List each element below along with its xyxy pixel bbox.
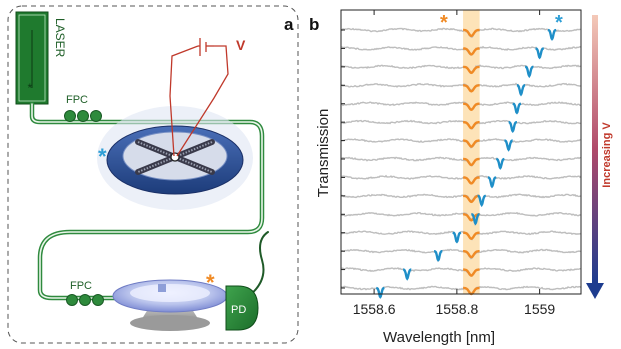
plot-frame [340,9,582,295]
transmission-trace [340,138,581,150]
fpc-bottom-paddles [66,294,104,306]
transmission-trace [340,82,582,95]
transmission-trace [340,267,582,281]
fpc-top-label: FPC [66,94,88,106]
x-tick-label: 1558.8 [435,301,478,317]
tracked-resonance-dip [403,268,412,281]
pd-label: PD [231,304,246,316]
blue-marker-a: * [98,144,107,169]
fixed-resonance-dip [463,28,480,38]
laser-source: * [15,11,49,105]
setup-enclosure [7,5,299,344]
tracked-resonance-dip [487,176,497,189]
fixed-resonance-dip [463,268,480,277]
voltage-source [169,38,229,157]
setup-schematic: a * LASER FPC FPC [7,5,299,344]
photodetector [225,285,259,331]
transmission-trace [340,119,582,133]
tracked-resonance-dip [504,139,513,152]
transmission-trace [340,64,582,76]
tracked-resonance-dip [375,286,385,299]
transmission-trace [340,45,582,59]
increasing-v-label: Increasing V [601,122,613,188]
tracked-resonance-dip [434,249,443,262]
fixed-resonance-dip [463,213,480,222]
tracked-resonance-dip [471,213,480,226]
transmission-trace [340,27,582,41]
fixed-resonance-dip [463,231,480,240]
transmission-trace [340,193,582,206]
laser-label: LASER [53,18,67,58]
fixed-resonance-dip [462,47,480,56]
fpc-top-paddles [64,110,102,122]
x-tick-label: 1559 [524,301,555,317]
transmission-trace [340,101,582,115]
transmission-trace [340,156,581,169]
increasing-v-arrow [586,15,604,299]
transmission-trace [341,174,582,189]
x-tick-label: 1558.6 [353,301,396,317]
panel-b-label: b [309,15,319,34]
tracked-resonance-dip [477,194,486,208]
laser-star-icon: * [28,81,33,95]
plot-area [340,9,582,299]
fpc-bottom-label: FPC [70,280,92,292]
fixed-resonance-dip [462,176,480,185]
transmission-chart: b 1558.6 1558.8 1559 Wavelength [nm] Trans… [309,9,613,346]
transmission-trace [341,230,582,243]
orange-marker-b: * [440,12,448,34]
microdisk-resonator [112,279,228,331]
fixed-resonance-dip [463,65,480,75]
tracked-resonance-dip [535,47,545,60]
fixed-resonance-dip [463,120,480,130]
tracked-resonance-dip [547,28,557,41]
panel-a-label: a [284,15,294,34]
y-axis-label: Transmission [315,109,332,198]
tracked-resonance-dip [495,157,505,170]
cross-resonator-device [97,106,253,210]
tracked-resonance-dip [516,84,526,97]
transmission-trace [340,211,582,226]
orange-marker-a: * [206,270,215,295]
fixed-resonance-dip [463,102,480,111]
x-axis: 1558.6 1558.8 1559 [353,10,555,317]
transmission-trace [340,248,582,263]
x-axis-label: Wavelength [nm] [383,329,495,346]
fixed-resonance-dip [463,157,480,167]
tracked-resonance-dip [525,65,534,79]
fixed-resonance-dip [463,139,480,148]
blue-marker-b: * [555,12,563,34]
tracked-resonance-dip [512,102,522,115]
fixed-resonance-dip [463,249,480,259]
tracked-resonance-dip [452,231,462,244]
voltage-label: V [236,37,246,53]
fixed-resonance-dip [463,84,480,93]
tracked-resonance-dip [508,120,517,134]
optical-fiber [29,101,269,301]
fixed-resonance-dip [463,194,480,204]
